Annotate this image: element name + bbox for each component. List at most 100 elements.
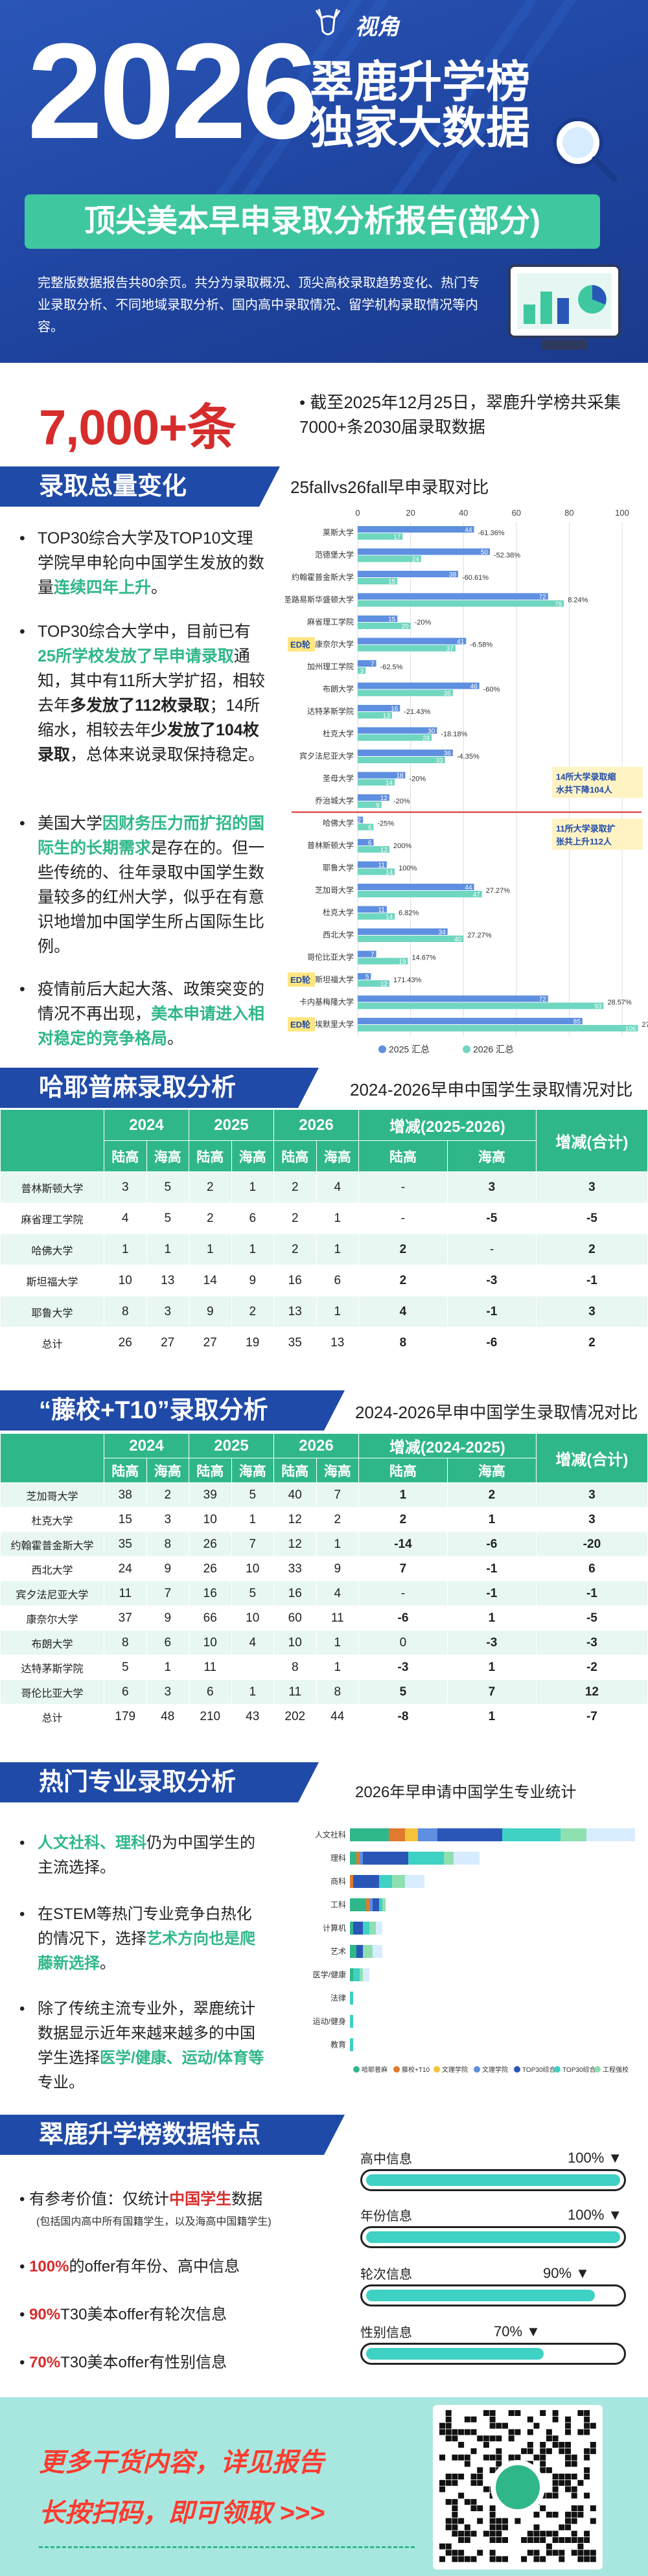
qr-module [477,2435,483,2442]
table-cell: 40 [273,1482,317,1508]
qr-module [540,2556,546,2562]
bar-value-label: 34 [439,929,446,936]
bar-2026 [358,913,395,920]
qr-module [496,2518,502,2524]
qr-module [584,2531,590,2537]
table-cell: 1 [446,1605,537,1631]
qr-module [452,2454,458,2461]
legend-swatch [378,1045,386,1053]
table-cell: 2 [446,1482,537,1508]
bar-value-label: 13 [383,713,391,720]
table-cell: 5 [231,1482,274,1508]
qr-module [571,2486,577,2492]
table-cell: 35 [104,1532,147,1557]
table-cell: -1 [446,1296,537,1328]
bar-value-label: 15 [388,616,396,623]
table-cell: -3 [446,1630,537,1655]
bar-value-label: 9 [376,802,380,809]
bar-value-label: 93 [594,1004,602,1011]
pct-change-label: 27.27% [467,932,492,939]
highlight: 美本申请进入相对稳定的竞争格局 [38,1005,265,1048]
bar-2025 [358,682,480,689]
brand-line-1: 翠鹿升学榜 [310,58,531,107]
stack-segment [353,1968,360,1981]
table-cell: 7 [358,1556,448,1581]
section-title-total: 录取总量变化 [0,466,280,507]
coverage-label: 轮次信息 [360,2268,412,2282]
major-label: 艺术 [330,1947,346,1956]
qr-module [571,2518,577,2524]
stack-segment [350,2015,353,2028]
qr-module [489,2416,496,2422]
ed-badge-text: ED轮 [290,1020,310,1029]
table-cell: 0 [358,1630,448,1655]
bar-2026 [358,958,408,965]
bullet-dot: • [299,393,310,412]
qr-module [584,2549,590,2556]
bar-value-label: 15 [388,579,396,586]
bar-value-label: 3 [360,668,364,675]
qr-module [445,2499,452,2505]
row-label: 杜克大学 [0,1507,104,1532]
highlight: 因财务压力而扩招的国际生的长期需求 [38,814,265,857]
qr-module [439,2429,445,2435]
qr-module [584,2429,590,2435]
qr-logo [496,2465,540,2509]
table-cell: 9 [231,1265,274,1296]
subheader-cell: 陆高 [104,1140,147,1172]
bar-2025 [358,705,400,711]
header-cell: 增减(2025-2026) [358,1109,537,1141]
table-cell: 2 [358,1234,448,1265]
bar-2025 [358,727,437,734]
qr-module [565,2442,571,2448]
row-label: 哈佛大学 [0,1234,104,1265]
table-row: 芝加哥大学 38 2 39 5 40 7 1 2 3 [0,1482,648,1508]
feature-reference: • 有参考价值：仅统计中国学生数据 (包括国内高中所有国籍学生，以及海高中国籍学… [19,2186,330,2228]
bar-2026 [358,846,389,853]
qr-code[interactable] [433,2405,603,2570]
table-cell: 37 [104,1605,147,1631]
qr-module [552,2474,559,2479]
table-cell: 9 [316,1556,359,1581]
coverage-pct: 100% ▼ [568,2150,623,2166]
table-row: 宾夕法尼亚大学 11 7 16 5 16 4- -1 -1 [0,1581,648,1606]
stack-segment [586,1828,635,1841]
bullet-major-3: • 除了传统主流专业外，翠鹿统计数据显示近年来越来越多的中国学生选择医学/健康、… [19,2000,264,2091]
footer-line-2[interactable]: 长按扫码，即可领取 >>> [39,2499,325,2527]
qr-module [445,2479,452,2486]
qr-module [552,2511,559,2518]
qr-module [452,2524,458,2531]
table-cell: -6 [446,1327,537,1359]
annotation-box [552,766,643,798]
row-label: 达特茅斯学院 [0,1655,104,1680]
qr-module [502,2518,508,2524]
subtitle: 顶尖美本早申录取分析报告(部分) [84,204,540,238]
table-cell: 8 [316,1679,359,1705]
table-cell: 1 [316,1202,359,1234]
qr-module [559,2556,565,2562]
qr-module [571,2511,577,2518]
qr-module [452,2474,458,2479]
table-row: 康奈尔大学 37 9 66 10 60 11 -6 1 -5 [0,1605,648,1631]
legend-label: 2026 汇总 [473,1044,514,1055]
table-cell: 1 [231,1679,274,1705]
bar-value-label: 20 [401,623,409,630]
table-cell: 4 [316,1171,359,1203]
annotation-text: 水共下降104人 [556,785,613,795]
x-tick-label: 20 [406,508,415,518]
qr-module [552,2549,559,2556]
row-label: 宾夕法尼亚大学 [0,1581,104,1606]
table-cell: 1 [189,1234,232,1265]
text: T30美本offer有性别信息 [60,2354,227,2371]
header-cell: 增减(合计) [535,1433,648,1483]
qr-module [464,2461,470,2467]
pct-change-label: -60.61% [462,574,489,582]
x-tick-label: 0 [355,508,360,518]
stack-segment [350,1875,353,1888]
qr-module [458,2531,465,2537]
qr-module [584,2556,590,2562]
section-title-hypsm: 哈耶普麻录取分析 [0,1068,319,1108]
category-label: 杜克大学 [323,908,354,917]
qr-module [527,2416,533,2422]
stack-segment [389,1828,405,1841]
